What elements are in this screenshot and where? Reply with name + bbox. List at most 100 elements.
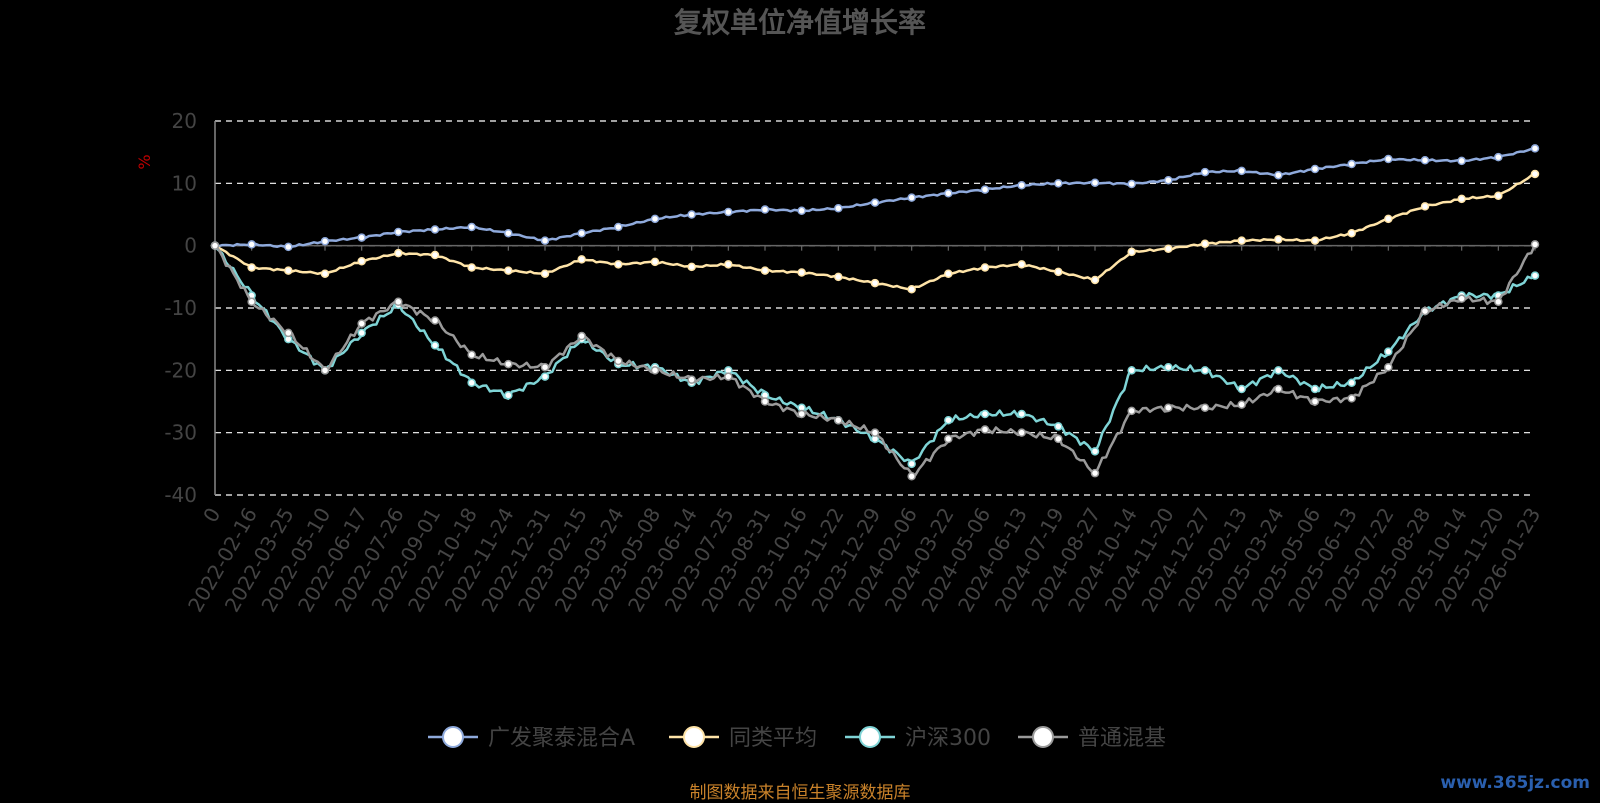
data-point xyxy=(1494,191,1503,201)
data-point xyxy=(1274,366,1283,375)
data-point xyxy=(540,236,550,245)
data-point xyxy=(1054,434,1063,444)
data-point xyxy=(1237,384,1246,394)
data-point xyxy=(1347,159,1356,169)
data-point xyxy=(614,260,623,269)
data-point xyxy=(870,278,880,288)
data-point xyxy=(1384,347,1393,356)
legend-label: 沪深300 xyxy=(905,726,991,751)
data-point xyxy=(247,297,256,307)
data-point xyxy=(1457,194,1466,204)
data-point xyxy=(907,459,916,469)
data-point xyxy=(1017,428,1026,437)
data-point xyxy=(1420,306,1430,316)
data-point xyxy=(577,331,586,341)
data-point xyxy=(1384,214,1393,224)
y-tick-label: 10 xyxy=(172,171,197,195)
data-point xyxy=(1530,169,1540,179)
data-point xyxy=(320,237,330,246)
data-point xyxy=(504,266,513,275)
data-point xyxy=(1530,240,1540,249)
data-point xyxy=(504,228,513,238)
y-tick-label: 20 xyxy=(172,109,197,133)
data-point xyxy=(1457,294,1466,303)
legend-marker xyxy=(859,726,881,748)
data-point xyxy=(430,316,440,325)
y-axis-ticks: 20 10 0 -10 -20 -30 -40 xyxy=(164,109,197,507)
series-3 xyxy=(210,240,1540,481)
data-point xyxy=(1017,409,1026,419)
data-point xyxy=(1274,384,1283,394)
data-point xyxy=(1164,175,1173,185)
data-point xyxy=(577,228,586,238)
data-point xyxy=(1200,366,1210,375)
data-point xyxy=(797,268,806,277)
y-tick-label: 0 xyxy=(184,234,197,258)
data-point xyxy=(1347,378,1356,388)
data-point xyxy=(650,366,660,375)
data-point xyxy=(760,266,770,275)
legend: 广发聚泰混合A 同类平均 沪深300 普通混基 xyxy=(428,726,1166,751)
data-point xyxy=(1054,422,1063,431)
data-point xyxy=(944,269,953,278)
data-point xyxy=(1090,178,1100,187)
watermark: www.365jz.com xyxy=(1440,773,1590,793)
data-point xyxy=(540,372,550,381)
data-point xyxy=(1090,275,1100,285)
data-point xyxy=(320,366,330,375)
data-point xyxy=(1237,166,1246,176)
data-point xyxy=(834,204,843,213)
data-point xyxy=(870,198,880,207)
data-point xyxy=(1347,394,1356,403)
data-point xyxy=(724,260,733,269)
data-point xyxy=(1237,400,1246,409)
data-point xyxy=(1420,156,1430,165)
data-point xyxy=(1017,260,1026,269)
data-point xyxy=(577,255,586,264)
data-point xyxy=(1384,154,1393,164)
data-point xyxy=(944,434,953,444)
y-axis-label: % xyxy=(135,154,154,169)
data-point xyxy=(357,319,366,328)
axes xyxy=(214,121,1535,495)
data-point xyxy=(1237,236,1246,245)
series-0 xyxy=(210,144,1540,252)
legend-marker xyxy=(683,726,705,748)
legend-label: 同类平均 xyxy=(729,726,817,751)
data-point xyxy=(724,207,733,217)
data-point xyxy=(394,248,403,258)
data-point xyxy=(467,263,476,272)
data-point xyxy=(1384,362,1393,372)
data-point xyxy=(504,391,513,400)
data-point xyxy=(1164,362,1173,372)
data-point xyxy=(1054,179,1063,188)
y-tick-label: -30 xyxy=(164,421,197,445)
data-point xyxy=(980,425,990,434)
data-point xyxy=(834,272,843,282)
data-point xyxy=(430,341,440,350)
data-point xyxy=(357,257,366,266)
chart-title: 复权单位净值增长率 xyxy=(674,6,926,39)
data-source-note: 制图数据来自恒生聚源数据库 xyxy=(689,783,911,803)
data-point xyxy=(870,428,880,437)
y-tick-label: -20 xyxy=(164,358,197,382)
data-point xyxy=(797,409,806,419)
data-point xyxy=(980,185,990,194)
data-point xyxy=(980,409,990,419)
data-point xyxy=(284,266,293,275)
series-lines xyxy=(210,144,1540,481)
data-point xyxy=(760,205,770,214)
data-point xyxy=(1127,366,1136,375)
data-point xyxy=(614,222,623,232)
data-point xyxy=(1494,297,1503,307)
data-point xyxy=(1457,156,1466,166)
data-point xyxy=(1274,235,1283,244)
data-point xyxy=(284,328,293,338)
data-point xyxy=(980,263,990,272)
data-point xyxy=(1127,247,1136,257)
data-point xyxy=(430,225,440,234)
data-point xyxy=(1347,228,1356,238)
data-point xyxy=(1310,236,1320,245)
data-point xyxy=(320,269,330,278)
